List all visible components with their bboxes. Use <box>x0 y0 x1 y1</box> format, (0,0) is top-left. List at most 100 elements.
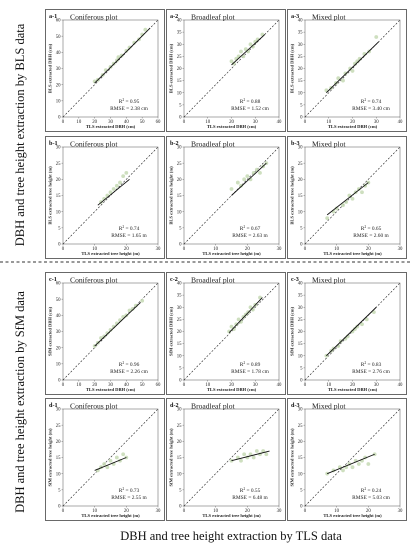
y-axis-label: BLS extracted tree height (m) <box>48 166 53 225</box>
data-point <box>114 58 119 63</box>
data-point <box>102 462 107 466</box>
x-tick-label: 10 <box>205 383 210 388</box>
x-tick-label: 10 <box>326 120 331 125</box>
data-point <box>105 465 110 470</box>
panel-label: c-3 <box>291 276 299 283</box>
x-axis-label: TLS extracted tree height (m) <box>202 513 261 518</box>
x-tick-label: 20 <box>350 120 355 125</box>
r-squared-label: R2 = 0.96 <box>119 361 140 368</box>
data-point <box>264 452 269 457</box>
y-tick-label: 5 <box>58 488 61 493</box>
y-tick-label: 0 <box>179 379 182 384</box>
identity-line <box>183 282 280 381</box>
x-tick-label: 10 <box>76 120 81 125</box>
data-point <box>243 47 248 51</box>
data-point <box>130 306 135 311</box>
y-tick-label: 5 <box>179 366 182 371</box>
x-tick-label: 20 <box>245 509 250 514</box>
y-tick-label: 35 <box>177 294 182 299</box>
data-point <box>105 331 110 336</box>
data-point <box>119 53 124 58</box>
x-tick-label: 10 <box>76 383 81 388</box>
regression-line <box>231 34 266 66</box>
data-point <box>352 327 357 331</box>
data-point <box>108 458 113 463</box>
y-axis-label: BLS extracted DBH (cm) <box>169 43 174 93</box>
y-tick-label: 5 <box>179 103 182 108</box>
y-tick-label: 40 <box>298 19 303 24</box>
panel-label: a-1 <box>49 13 57 20</box>
y-tick-label: 30 <box>298 146 303 151</box>
x-tick-label: 20 <box>350 383 355 388</box>
y-tick-label: 10 <box>56 472 61 477</box>
y-tick-label: 10 <box>298 354 303 359</box>
x-tick-label: 40 <box>124 383 129 388</box>
panel-label: d-3 <box>291 402 300 409</box>
data-point <box>334 206 339 211</box>
y-tick-label: 15 <box>298 79 303 84</box>
panel-frame <box>166 272 286 395</box>
x-tick-label: 40 <box>398 383 403 388</box>
x-axis-label: TLS extracted DBH (cm) <box>207 124 257 129</box>
y-tick-label: 0 <box>58 243 61 248</box>
data-point <box>355 324 360 329</box>
x-tick-label: 30 <box>374 383 379 388</box>
y-tick-label: 0 <box>300 379 303 384</box>
regression-line <box>326 182 369 216</box>
x-tick-label: 30 <box>277 509 282 514</box>
data-point <box>350 69 355 73</box>
figure-bottom-label: DBH and tree height extraction by TLS da… <box>120 529 342 543</box>
data-point <box>229 59 234 64</box>
y-tick-label: 30 <box>177 306 182 311</box>
data-point <box>235 180 240 185</box>
panel-title: Coniferous plot <box>70 13 118 22</box>
y-tick-label: 35 <box>298 294 303 299</box>
data-point <box>360 322 364 327</box>
y-tick-label: 20 <box>177 440 182 445</box>
y-tick-label: 15 <box>56 194 61 199</box>
y-tick-label: 30 <box>56 67 61 72</box>
regression-line <box>326 306 377 357</box>
x-tick-label: 60 <box>156 383 161 388</box>
rmse-label: RMSE = 1.52 cm <box>231 106 270 112</box>
x-axis-label: TLS extracted tree height (m) <box>323 251 382 256</box>
data-point <box>127 45 132 50</box>
data-point <box>124 170 129 175</box>
data-point <box>124 48 129 53</box>
data-point <box>236 317 241 322</box>
x-axis-label: TLS extracted DBH (cm) <box>328 387 378 392</box>
panel-label: a-2 <box>170 13 178 20</box>
rmse-label: RMSE = 3.40 cm <box>352 106 391 112</box>
regression-line <box>94 302 141 347</box>
panel-label: c-2 <box>170 276 178 283</box>
x-tick-label: 10 <box>92 247 97 252</box>
data-point <box>325 471 330 476</box>
y-tick-label: 40 <box>56 51 61 56</box>
regression-line <box>97 178 130 206</box>
y-tick-label: 30 <box>177 146 182 151</box>
y-tick-label: 20 <box>298 67 303 72</box>
data-point <box>325 216 330 221</box>
data-point <box>245 174 250 178</box>
rmse-label: RMSE = 2.38 cm <box>110 106 149 112</box>
y-tick-label: 25 <box>177 55 182 60</box>
y-tick-label: 5 <box>300 103 303 108</box>
x-tick-label: 30 <box>374 120 379 125</box>
y-tick-label: 25 <box>177 318 182 323</box>
y-tick-label: 10 <box>298 472 303 477</box>
panel-title: Mixed plot <box>312 402 346 411</box>
regression-line <box>326 41 379 94</box>
data-point <box>343 71 348 76</box>
data-point <box>258 170 262 175</box>
data-point <box>242 452 247 457</box>
data-point <box>374 35 379 39</box>
y-tick-label: 15 <box>177 194 182 199</box>
y-tick-label: 25 <box>298 162 303 167</box>
x-axis-label: TLS extracted DBH (cm) <box>207 387 257 392</box>
